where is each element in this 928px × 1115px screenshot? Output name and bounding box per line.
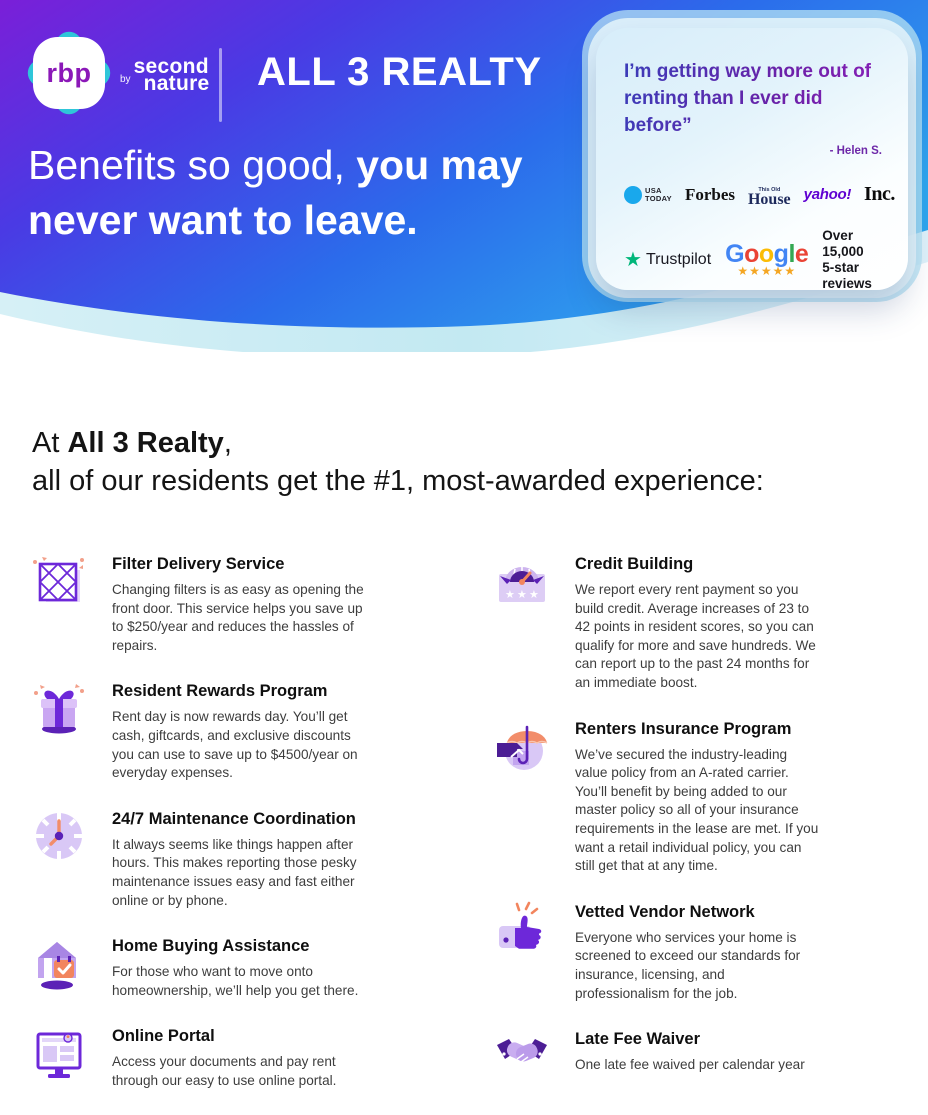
monitor-icon	[36, 1032, 82, 1079]
header-divider	[219, 48, 222, 122]
usa-today-circle-icon	[624, 185, 642, 204]
google-letter-e: e	[794, 240, 809, 268]
headline-regular: Benefits so good,	[28, 142, 357, 188]
review-count-line1: Over 15,000	[822, 228, 864, 259]
testimonial-card: I’m getting way more out of renting than…	[596, 28, 908, 292]
benefit-credit-building: ★ ★ ★ Credit Building We report every re…	[493, 552, 898, 693]
brand-line1: second	[133, 55, 209, 78]
benefit-title: Filter Delivery Service	[112, 555, 285, 573]
benefits-column-right: ★ ★ ★ Credit Building We report every re…	[493, 552, 898, 1115]
benefit-title: Renters Insurance Program	[575, 719, 792, 738]
inc-logo: Inc.	[864, 183, 895, 205]
benefit-title: Late Fee Waiver	[575, 1030, 701, 1049]
review-count-line2: 5-star reviews	[822, 260, 872, 291]
intro-prefix: At	[32, 427, 68, 459]
benefits-column-left: Filter Delivery Service Changing filters…	[30, 552, 493, 1115]
trustpilot-logo: ★ Trustpilot	[624, 250, 711, 270]
intro-line2: all of our residents get the #1, most-aw…	[32, 465, 764, 497]
google-letter-l: l	[788, 240, 795, 268]
hero-headline: Benefits so good, you may never want to …	[28, 138, 523, 248]
headline-bold-2: never want to leave.	[28, 197, 418, 243]
credit-score-meter-icon: ★ ★ ★	[499, 567, 545, 602]
benefit-maintenance: 24/7 Maintenance Coordination It always …	[30, 807, 493, 910]
benefit-renters-insurance: Renters Insurance Program We’ve secured …	[493, 717, 898, 876]
intro-suffix: ,	[223, 427, 232, 459]
benefit-title: Resident Rewards Program	[112, 682, 328, 701]
benefit-filter-delivery: Filter Delivery Service Changing filters…	[30, 552, 493, 655]
benefit-description: One late fee waived per calendar year	[575, 1057, 805, 1073]
benefits-grid: Filter Delivery Service Changing filters…	[30, 552, 898, 1115]
hero-section: rbp bysecond nature ALL 3 REALTY Benefits…	[0, 0, 928, 352]
yahoo-logo: yahoo!	[803, 186, 852, 203]
usa-today-line2: TODAY	[645, 193, 672, 203]
review-sources-row: ★ Trustpilot Google ★★★★★ Over 15,000 5-…	[624, 228, 882, 292]
brand-line2: nature	[143, 72, 210, 95]
benefit-description: It always seems like things happen after…	[112, 836, 357, 908]
benefit-late-fee-waiver: Late Fee Waiver One late fee waived per …	[493, 1027, 898, 1085]
svg-text:★: ★	[529, 589, 539, 601]
google-letter-g: G	[725, 240, 745, 268]
google-logo: Google ★★★★★	[725, 240, 809, 278]
benefit-title: 24/7 Maintenance Coordination	[112, 809, 356, 828]
second-nature-wordmark: bysecond nature	[120, 55, 210, 95]
svg-text:★: ★	[505, 589, 515, 601]
headline-bold-1: you may	[356, 142, 523, 188]
company-name: ALL 3 REALTY	[257, 50, 542, 94]
handshake-icon	[497, 1039, 547, 1066]
umbrella-house-icon	[497, 725, 548, 770]
google-letter-o1: o	[744, 240, 759, 268]
review-count: Over 15,000 5-star reviews	[822, 228, 882, 292]
benefit-title: Home Buying Assistance	[112, 937, 310, 956]
google-letter-o2: o	[758, 240, 774, 268]
trustpilot-star-icon: ★	[624, 249, 642, 271]
five-stars-icon: ★★★★★	[737, 264, 797, 278]
rbp-logo-text: rbp	[46, 57, 92, 88]
gift-box-icon	[34, 684, 84, 734]
usa-today-line1: USA	[645, 185, 662, 195]
benefit-description: Changing filters is as easy as opening t…	[112, 582, 364, 653]
benefit-title: Online Portal	[112, 1027, 215, 1046]
testimonial-attribution: - Helen S.	[829, 145, 882, 157]
benefit-description: Rent day is now rewards day. You’ll get …	[112, 709, 358, 781]
benefit-description: We report every rent payment so you buil…	[575, 582, 816, 690]
benefit-description: Access your documents and pay rent throu…	[112, 1054, 337, 1088]
benefit-resident-rewards: Resident Rewards Program Rent day is now…	[30, 679, 493, 782]
this-old-house-logo: This Old House	[748, 186, 791, 208]
rbp-logo-badge: rbp	[33, 37, 105, 109]
benefit-description: Everyone who services your home is scree…	[575, 929, 801, 1001]
benefit-description: For those who want to move onto homeowne…	[112, 964, 359, 998]
forbes-logo: Forbes	[684, 184, 735, 204]
benefit-description: We’ve secured the industry-leading value…	[575, 746, 819, 874]
air-filter-icon	[33, 557, 84, 602]
this-old-house-small: This Old	[758, 186, 781, 193]
usa-today-logo: USA TODAY	[624, 185, 672, 204]
benefit-home-buying: Home Buying Assistance For those who wan…	[30, 934, 493, 1000]
this-old-house-big: House	[747, 190, 791, 208]
svg-text:★: ★	[517, 589, 527, 601]
benefit-title: Vetted Vendor Network	[575, 902, 755, 921]
house-check-icon	[38, 942, 76, 990]
benefit-vetted-vendors: Vetted Vendor Network Everyone who servi…	[493, 900, 898, 1003]
google-letter-g2: g	[773, 240, 789, 268]
by-label: by	[120, 74, 131, 85]
section-heading: At All 3 Realty, all of our residents ge…	[32, 424, 928, 500]
benefit-title: Credit Building	[575, 555, 694, 573]
benefit-online-portal: Online Portal Access your documents and …	[30, 1024, 493, 1090]
thumbs-up-icon	[499, 901, 542, 949]
rbp-logo: rbp	[22, 26, 116, 120]
press-logos-row: USA TODAY Forbes This Old House yahoo! I…	[624, 183, 895, 208]
trustpilot-wordmark: Trustpilot	[645, 251, 712, 268]
testimonial-quote: I’m getting way more out of renting than…	[624, 58, 882, 139]
intro-brand: All 3 Realty	[67, 427, 224, 459]
clock-icon	[36, 812, 82, 859]
